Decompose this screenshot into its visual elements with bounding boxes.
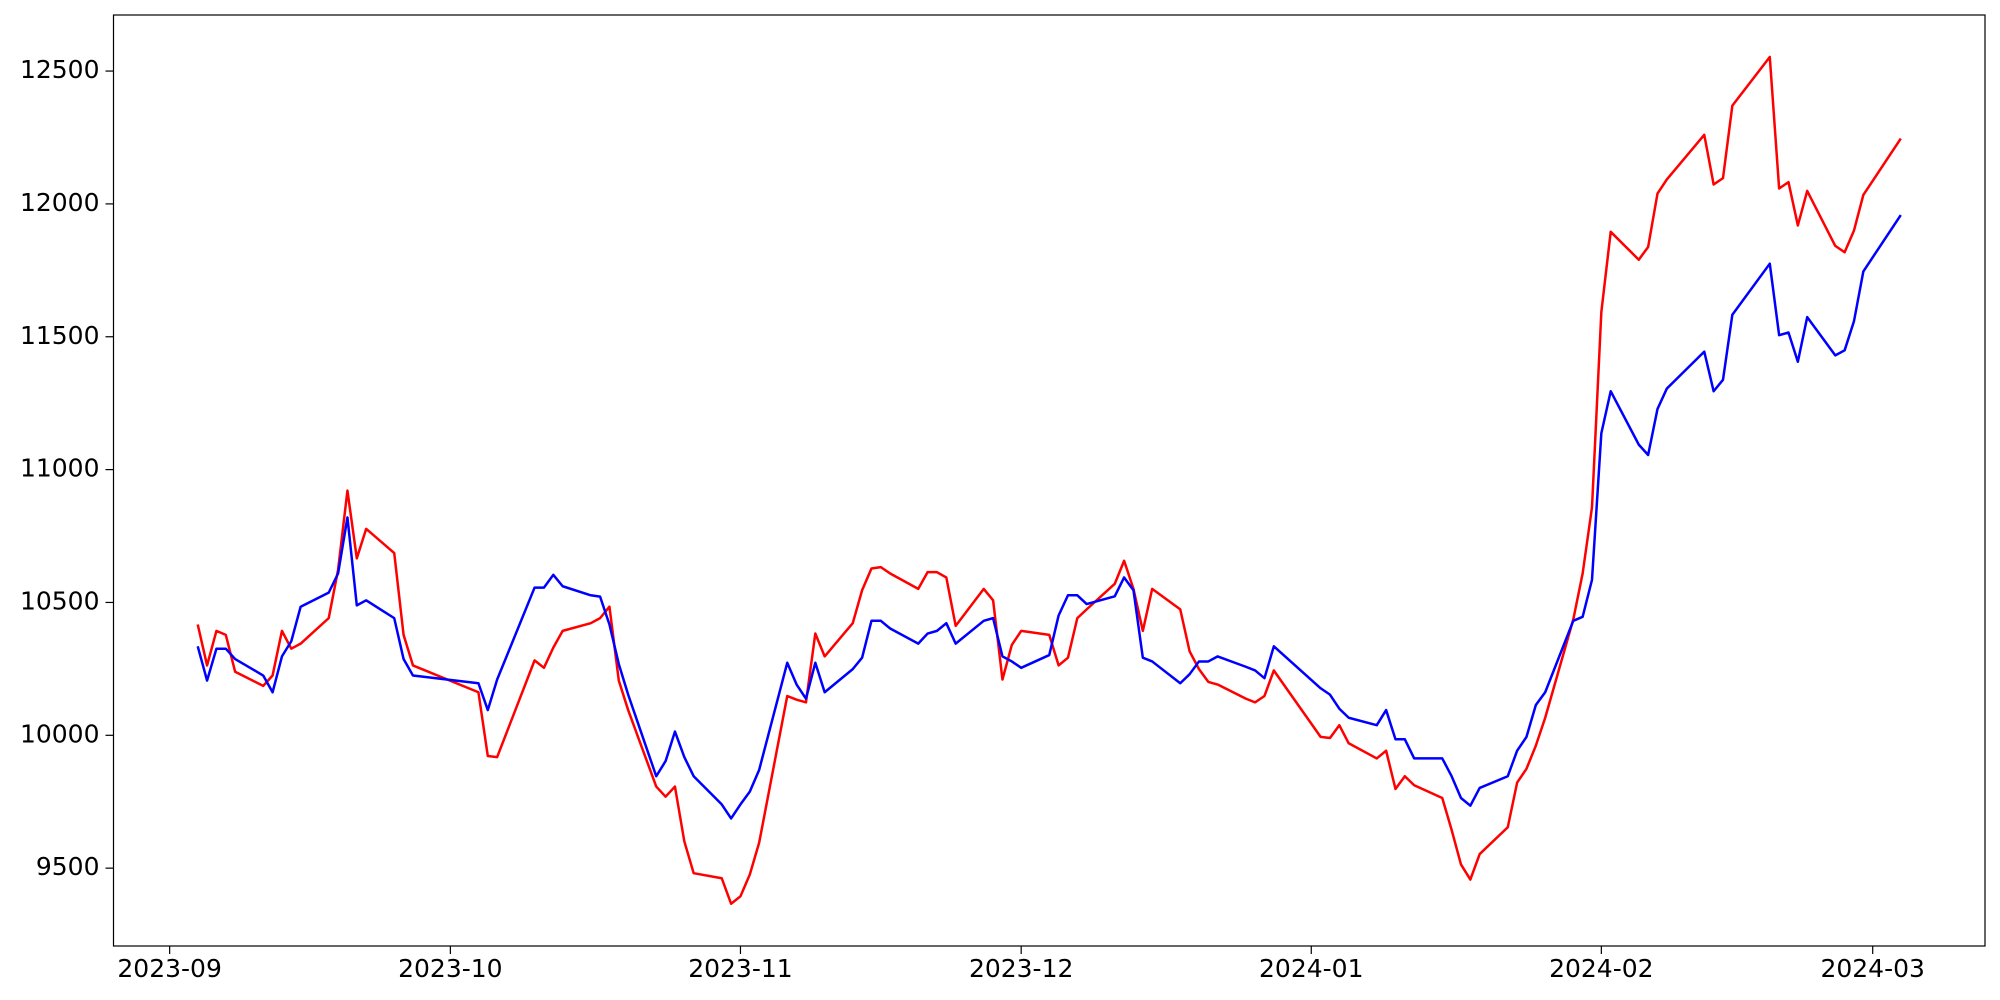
x-tick-label: 2024-03: [1820, 954, 1924, 983]
x-tick-label: 2023-12: [969, 954, 1073, 983]
y-tick-label: 11500: [20, 321, 100, 350]
plot-frame: [112, 14, 1986, 947]
line-series: [196, 214, 1902, 820]
y-tick-label: 10500: [20, 586, 100, 615]
y-tick-label: 12000: [20, 188, 100, 217]
x-tick-label: 2023-09: [117, 954, 221, 983]
x-tick-label: 2024-01: [1259, 954, 1363, 983]
x-tick-label: 2023-10: [398, 954, 502, 983]
line-series: [196, 55, 1902, 905]
y-tick-label: 11000: [20, 454, 100, 483]
x-tick-label: 2024-02: [1549, 954, 1653, 983]
y-tick-label: 10000: [20, 719, 100, 748]
x-tick-label: 2023-11: [688, 954, 792, 983]
y-tick-label: 9500: [36, 852, 100, 881]
y-tick-label: 12500: [20, 55, 100, 84]
